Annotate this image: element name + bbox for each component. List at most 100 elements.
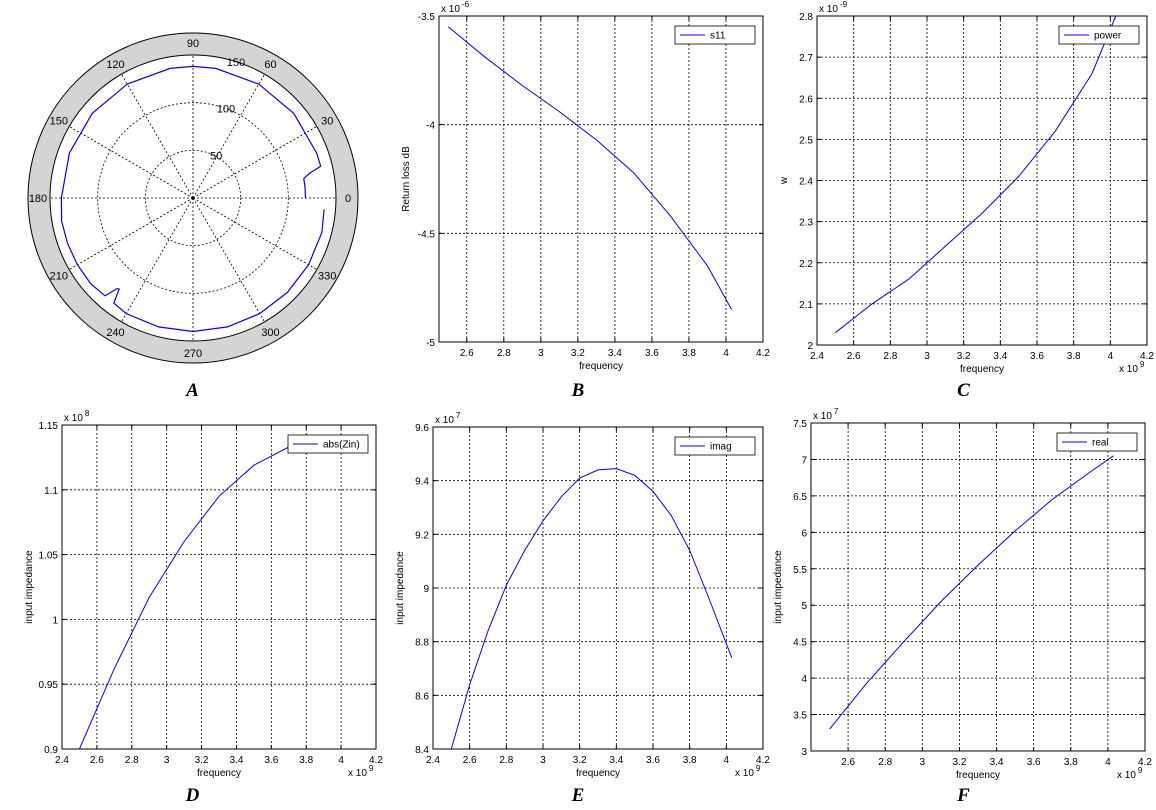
caption-b: B xyxy=(571,380,585,401)
y-tick-label: 2.2 xyxy=(799,259,813,270)
panel-b: 2.6 2.8 3 3.2 3.4 3.6 3.8 4 4.2 -5 -4.5 -4 -3.5 frequ… xyxy=(385,0,771,405)
x-tick-label: 3.2 xyxy=(957,351,971,362)
x-tick-label: 3 xyxy=(538,348,544,359)
y-exponent-power: -6 xyxy=(462,0,470,9)
x-tick-label: 2.4 xyxy=(810,351,824,362)
y-exponent-base: x 10 xyxy=(435,415,454,426)
legend: power xyxy=(1058,25,1140,45)
polar-angle-label: 0 xyxy=(345,193,351,205)
x-tick-label: 4.2 xyxy=(756,348,770,359)
y-exponent-base: x 10 xyxy=(813,411,832,422)
y-tick-label: 2.6 xyxy=(799,94,813,105)
x-tick-label: 4 xyxy=(1105,757,1111,768)
y-exponent-base: x 10 xyxy=(64,413,83,424)
legend-box xyxy=(674,436,756,456)
x-tick-label: 3.2 xyxy=(195,755,209,766)
x-exponent-label: x 10 9 xyxy=(348,764,374,779)
y-exponent-label: x 10 8 xyxy=(64,409,90,424)
x-tick-label: 2.8 xyxy=(878,757,892,768)
legend-box xyxy=(287,434,369,454)
caption-e: E xyxy=(571,785,585,806)
y-exponent-label: x 10 7 xyxy=(813,407,839,422)
polar-angle-label: 180 xyxy=(29,193,47,205)
x-tick-label: 2.8 xyxy=(497,348,511,359)
x-tick-label: 3 xyxy=(540,755,546,766)
x-tick-label: 2.8 xyxy=(883,351,897,362)
x-tick-label: 3.2 xyxy=(571,348,585,359)
x-tick-label: 2.8 xyxy=(499,755,513,766)
y-tick-label: 0.95 xyxy=(39,680,59,691)
y-tick-label: 3.5 xyxy=(793,711,807,722)
chart-f-svg: 2.6 2.8 3 3.2 3.4 3.6 3.8 4 4.2 3 3.5 4 4.5 5 5.5 6 6.5 7… xyxy=(773,407,1152,781)
x-tick-label: 3.6 xyxy=(264,755,278,766)
x-exponent-base: x 10 xyxy=(1117,770,1136,781)
x-tick-label: 4 xyxy=(723,348,729,359)
series-line-s11 xyxy=(447,26,732,310)
legend-label: real xyxy=(1092,438,1109,449)
y-tick-label: 6.5 xyxy=(793,492,807,503)
y-tick-label: 2 xyxy=(807,341,813,352)
chart-e-svg: 2.4 2.6 2.8 3 3.2 3.4 3.6 3.8 4 4.2 8.4 8.6 8.8 9 9.2 9… xyxy=(395,411,770,779)
plot-area xyxy=(811,423,1145,751)
x-tick-label: 2.6 xyxy=(841,757,855,768)
x-tick-label: 3.8 xyxy=(1064,757,1078,768)
series-line-imag xyxy=(450,468,733,750)
polar-angle-label: 240 xyxy=(106,327,124,339)
y-axis-label: input impedance xyxy=(773,550,784,624)
series-line-real xyxy=(829,455,1114,730)
polar-angle-label: 330 xyxy=(318,271,336,283)
x-tick-label: 4 xyxy=(724,755,730,766)
x-tick-label: 4.2 xyxy=(369,755,383,766)
polar-angle-label: 120 xyxy=(106,59,124,71)
x-exponent-power: 9 xyxy=(369,764,374,773)
y-axis-label: w xyxy=(779,176,790,185)
x-axis-label: frequency xyxy=(576,768,620,779)
y-tick-label: 1 xyxy=(52,615,58,626)
x-tick-label: 3.4 xyxy=(993,351,1007,362)
y-tick-label: 1.1 xyxy=(44,486,58,497)
x-tick-label: 3 xyxy=(164,755,170,766)
x-tick-label: 3.4 xyxy=(229,755,243,766)
y-tick-label: 5.5 xyxy=(793,565,807,576)
x-tick-label: 3.6 xyxy=(646,755,660,766)
y-tick-label: 4 xyxy=(801,674,807,685)
polar-angle-label: 270 xyxy=(184,348,202,360)
y-exponent-base: x 10 xyxy=(819,4,838,15)
plot-area xyxy=(62,425,376,749)
x-exponent-label: x 10 9 xyxy=(735,764,761,779)
x-tick-label: 3 xyxy=(920,757,926,768)
x-exponent-label: x 10 9 xyxy=(1119,360,1145,375)
y-axis-label: input impedance xyxy=(395,551,406,625)
x-exponent-power: 9 xyxy=(1138,766,1143,775)
x-tick-label: 2.4 xyxy=(55,755,69,766)
y-tick-label: -5 xyxy=(426,338,435,349)
x-tick-label: 3.8 xyxy=(299,755,313,766)
panel-a: 0 30 60 90 120 150 180 210 240 270 300 330 50 100 150 … xyxy=(0,0,385,405)
y-tick-label: 1.15 xyxy=(39,421,59,432)
x-tick-label: 3.2 xyxy=(952,757,966,768)
polar-radius-label: 150 xyxy=(227,57,245,69)
y-axis-label: Return loss dB xyxy=(401,146,412,212)
x-tick-label: 3 xyxy=(924,351,930,362)
axes-box xyxy=(438,15,764,343)
x-exponent-power: 9 xyxy=(1140,360,1145,369)
x-tick-label: 3.8 xyxy=(683,755,697,766)
legend-box xyxy=(1056,432,1138,452)
panel-c: 2.4 2.6 2.8 3 3.2 3.4 3.6 3.8 4 4.2 2 2.1 2.2 2.3 2.4 2… xyxy=(771,0,1156,405)
y-exponent-power: 7 xyxy=(834,407,839,416)
x-exponent-label: x 10 9 xyxy=(1117,766,1143,781)
polar-radius-label: 100 xyxy=(217,104,235,116)
polar-angle-label: 150 xyxy=(50,116,68,128)
x-tick-label: 2.6 xyxy=(90,755,104,766)
axes-box xyxy=(61,424,377,750)
legend: abs(Zin) xyxy=(287,434,369,454)
x-tick-label: 3.6 xyxy=(645,348,659,359)
y-tick-label: 9 xyxy=(423,584,429,595)
y-tick-label: 9.4 xyxy=(415,477,429,488)
y-exponent-base: x 10 xyxy=(441,4,460,15)
x-tick-label: 3.4 xyxy=(609,755,623,766)
legend-label: imag xyxy=(710,442,732,453)
x-tick-label: 4.2 xyxy=(1140,351,1154,362)
chart-a-svg: 0 30 60 90 120 150 180 210 240 270 300 330 50 100 150 xyxy=(27,32,359,364)
legend-label: power xyxy=(1094,31,1122,42)
